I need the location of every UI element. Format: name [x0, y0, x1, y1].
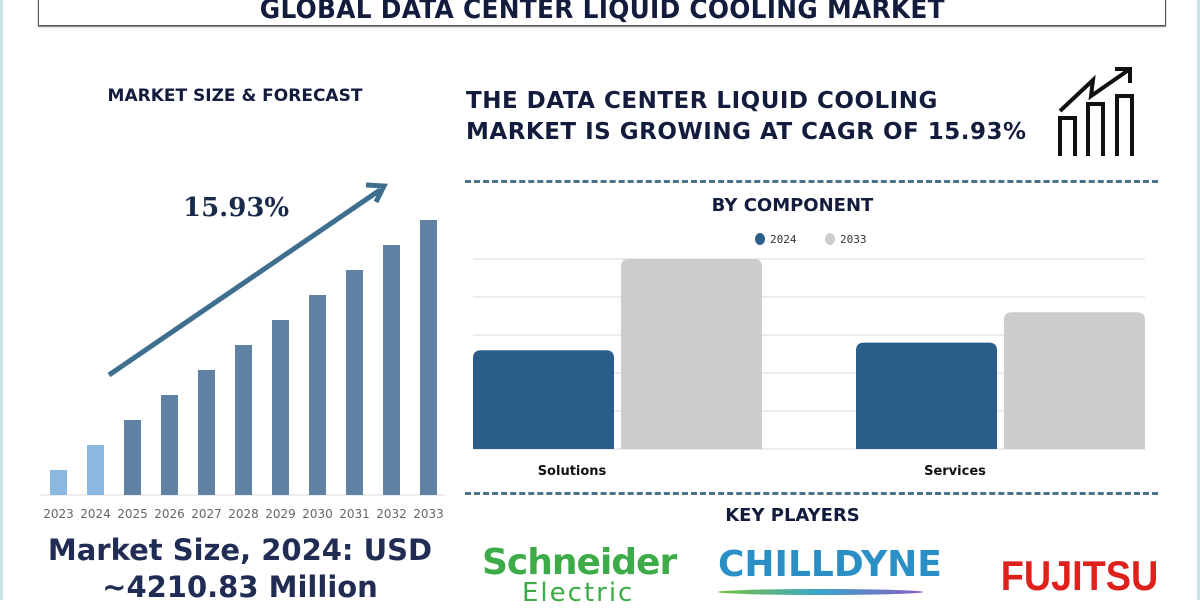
market-forecast-chart: 2023 2024 2025 2026 2027 2028 2029 2030 2031 2032… [40, 182, 445, 520]
bar-solutions-2024 [473, 350, 614, 449]
legend-marker-2033 [825, 233, 835, 245]
logo-fujitsu: FUJITSU [1000, 552, 1159, 599]
logo-schneider-name: Schneider [482, 542, 677, 583]
page-title: GLOBAL DATA CENTER LIQUID COOLING MARKET [259, 0, 945, 25]
trend-arrowhead [365, 182, 388, 204]
bar-2027 [198, 370, 215, 495]
logo-chilldyne: CHILLDYNE [718, 545, 942, 595]
bar-2025 [124, 420, 141, 495]
by-component-chart: 2024 2033 Solutions Services [473, 233, 1145, 479]
divider [465, 492, 1158, 495]
bar-2032 [383, 245, 400, 495]
x-tick-label: 2024 [80, 507, 111, 520]
x-tick-label: 2031 [339, 507, 370, 520]
legend-label: 2033 [840, 233, 867, 246]
category-label: Services [924, 464, 986, 479]
bar-solutions-2033 [621, 259, 762, 449]
bar-2031 [346, 270, 363, 495]
x-tick-label: 2028 [228, 507, 259, 520]
trend-arrow [107, 187, 382, 378]
market-size-line1: Market Size, 2024: USD [47, 533, 433, 567]
logo-chilldyne-wave [718, 589, 923, 595]
bar-services-2024 [856, 342, 997, 449]
logo-schneider-sub: Electric [522, 578, 635, 608]
bar-2033 [420, 220, 437, 495]
logo-schneider: Schneider Electric [482, 542, 677, 608]
x-tick-label: 2029 [265, 507, 296, 520]
market-size-heading: MARKET SIZE & FORECAST [107, 86, 363, 106]
cagr-annotation: 15.93% [183, 193, 290, 223]
divider [465, 180, 1158, 183]
market-size-line2: ~4210.83 Million [102, 570, 378, 604]
headline-line1: THE DATA CENTER LIQUID COOLING [466, 88, 938, 114]
logo-chilldyne-name: CHILLDYNE [718, 544, 942, 585]
headline-line2: MARKET IS GROWING AT CAGR OF 15.93% [466, 119, 1027, 145]
x-tick-label: 2025 [117, 507, 148, 520]
left-border [0, 0, 3, 600]
x-tick-label: 2026 [154, 507, 185, 520]
bar-2024 [87, 445, 104, 495]
bar-2028 [235, 345, 252, 495]
legend-marker-2024 [755, 233, 765, 245]
bar-2026 [161, 395, 178, 495]
x-tick-label: 2033 [413, 507, 444, 520]
x-tick-label: 2023 [43, 507, 74, 520]
x-tick-label: 2030 [302, 507, 333, 520]
growth-chart-icon [1058, 67, 1134, 156]
right-border [1197, 0, 1200, 600]
bar-2023 [50, 470, 67, 495]
bar-2029 [272, 320, 289, 495]
legend-label: 2024 [770, 233, 797, 246]
category-label: Solutions [538, 464, 607, 479]
cagr-headline: THE DATA CENTER LIQUID COOLING MARKET IS… [466, 86, 1066, 148]
bar-services-2033 [1004, 312, 1145, 449]
x-tick-label: 2027 [191, 507, 222, 520]
bar-2030 [309, 295, 326, 495]
title-banner: GLOBAL DATA CENTER LIQUID COOLING MARKET [38, 0, 1166, 26]
by-component-title: BY COMPONENT [711, 195, 874, 216]
x-tick-label: 2032 [376, 507, 407, 520]
key-players-title: KEY PLAYERS [725, 505, 860, 526]
